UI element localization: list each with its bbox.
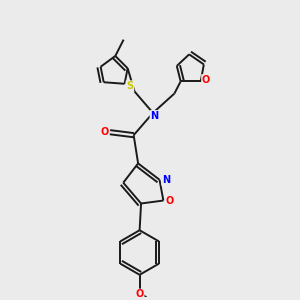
Text: O: O xyxy=(136,290,144,299)
Text: O: O xyxy=(166,196,174,206)
Text: O: O xyxy=(202,75,210,85)
Text: N: N xyxy=(162,175,170,185)
Text: S: S xyxy=(126,81,134,91)
Text: N: N xyxy=(150,111,158,121)
Text: O: O xyxy=(100,127,109,136)
